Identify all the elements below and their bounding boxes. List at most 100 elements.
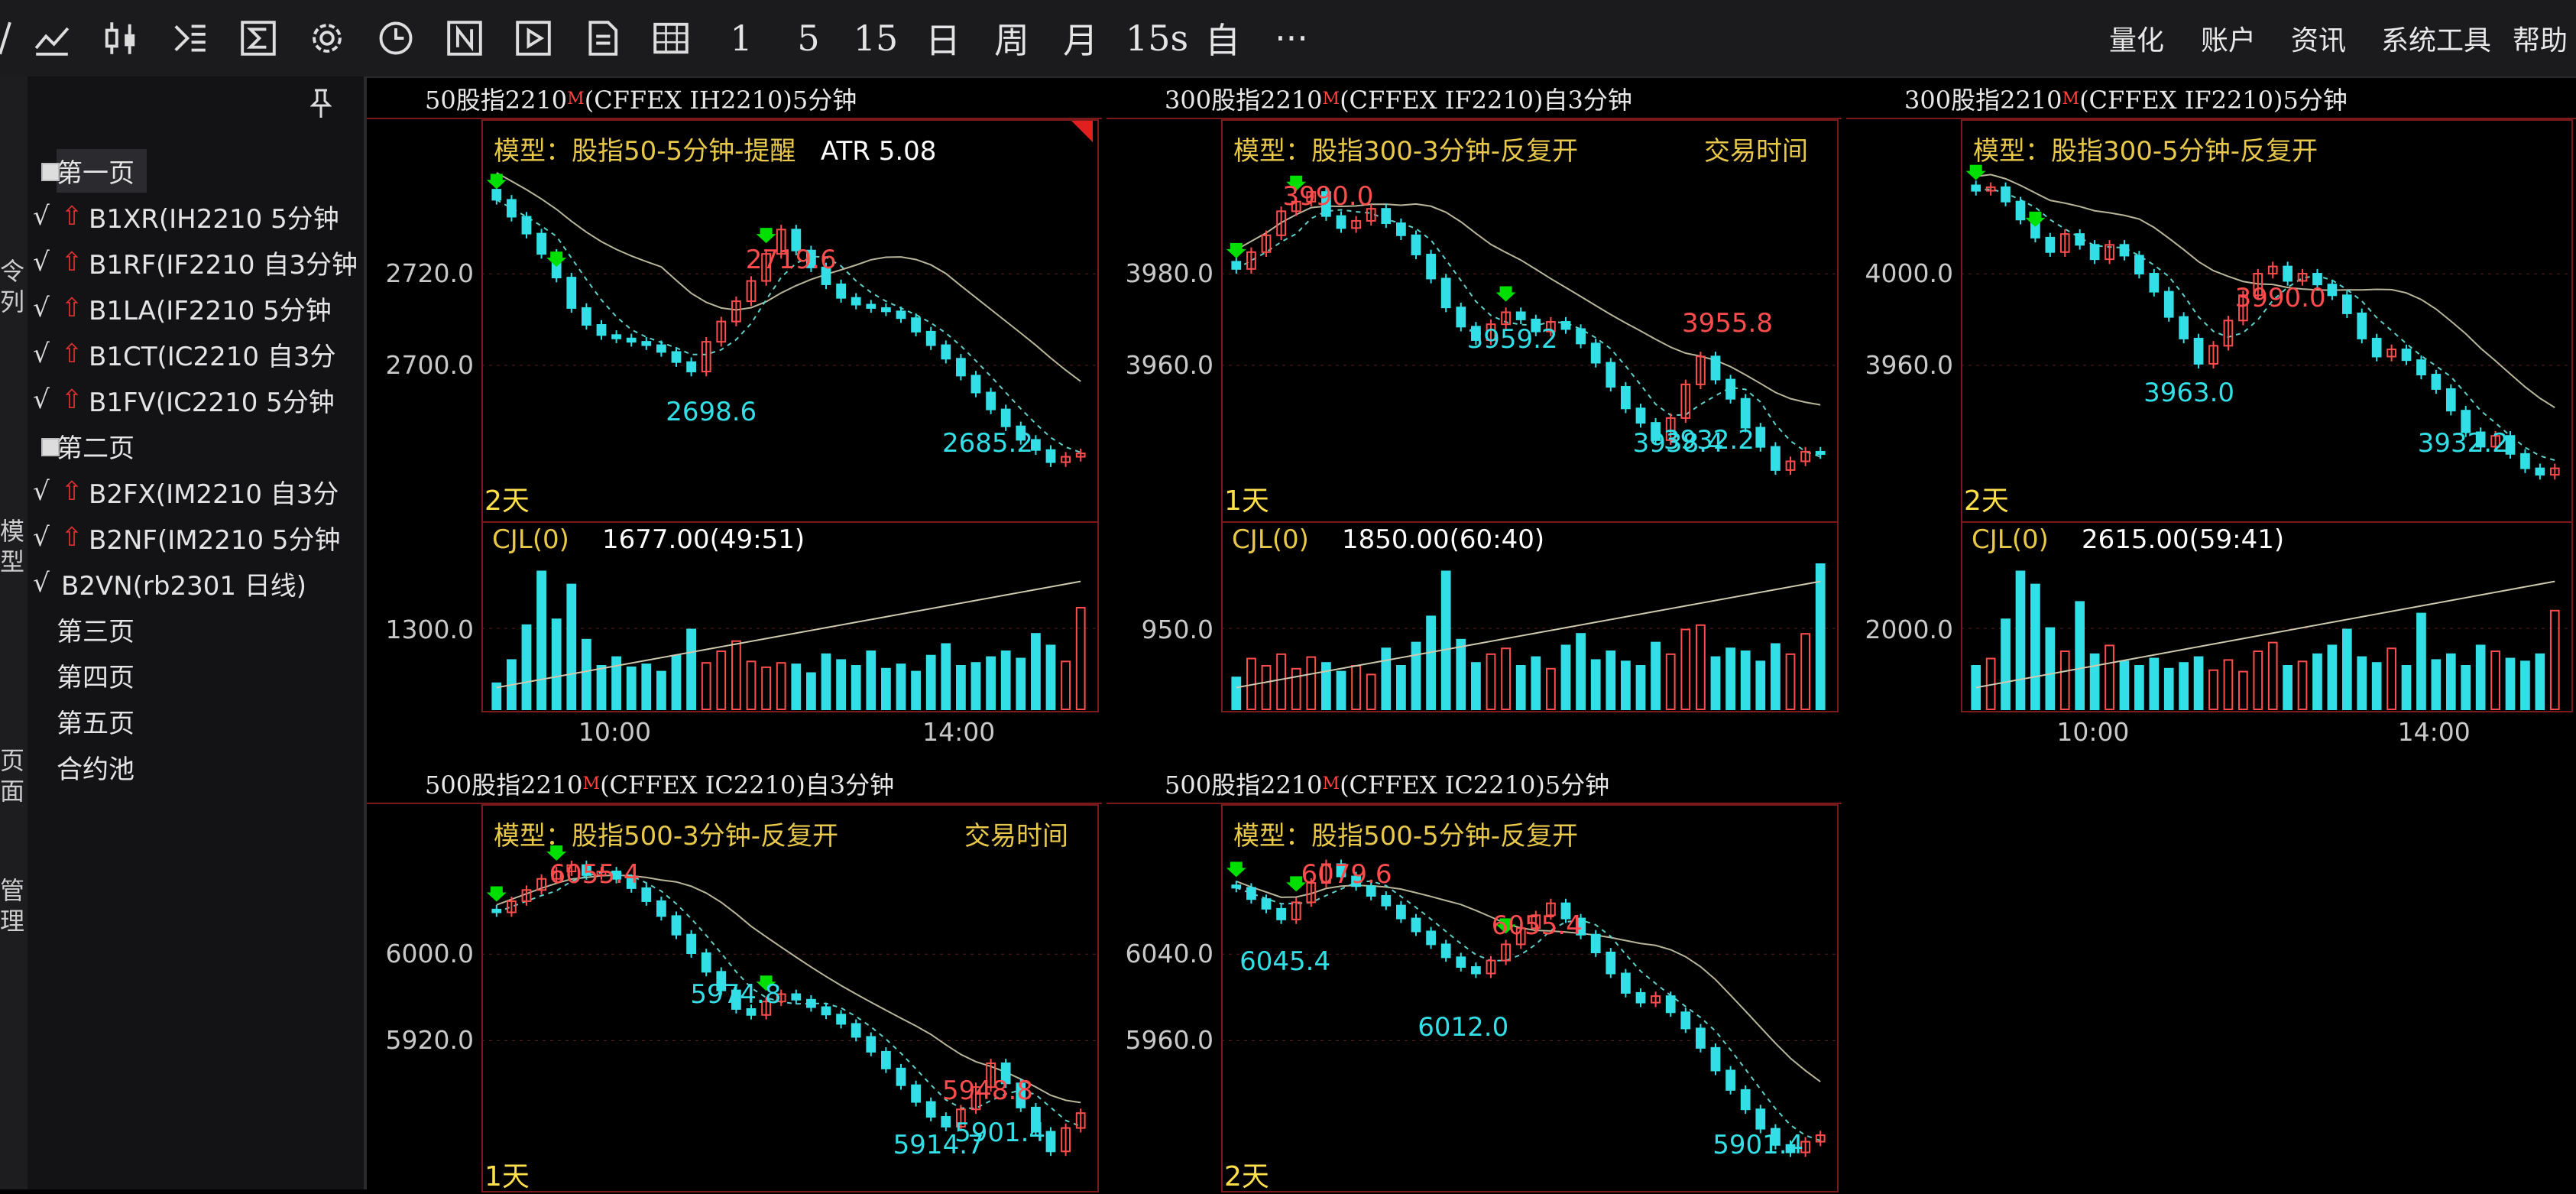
candle	[1546, 902, 1556, 917]
sidebar-contract-pool[interactable]: 合约池	[57, 754, 134, 785]
check-icon[interactable]: √	[33, 384, 50, 415]
candlestick-plot[interactable]	[1221, 119, 1836, 520]
candle	[2327, 284, 2338, 297]
check-icon[interactable]: √	[33, 476, 50, 507]
pin-icon[interactable]	[309, 89, 332, 126]
sidebar-item-b1ct[interactable]: √ ⇧ B1CT(IC2210 自3分	[28, 332, 364, 376]
sidebar-page-2[interactable]: 第二页	[28, 423, 364, 468]
chart-panel-ic-3min[interactable]: 500股指2210 M (CFFEX IC2210)自3分钟 模型：股指500-3分…	[367, 764, 1102, 1192]
candle	[896, 310, 906, 320]
menu-quant[interactable]: 量化	[2109, 25, 2165, 57]
chart-panel-if-5min[interactable]: 300股指2210 M (CFFEX IF2210)5分钟 模型：股指300-5分钟…	[1846, 79, 2576, 763]
buy-signal-arrow	[1965, 164, 1986, 180]
sidebar-item-b1fv[interactable]: √ ⇧ B1FV(IC2210 5分钟	[28, 378, 364, 422]
table-icon[interactable]	[640, 0, 702, 76]
volume-bar	[1665, 653, 1676, 710]
candle	[1381, 208, 1392, 225]
low-price-annotation: 6045.4	[1239, 946, 1331, 977]
candle	[1546, 321, 1556, 333]
volume-bar	[626, 666, 637, 710]
candlestick-plot[interactable]	[1221, 804, 1836, 1189]
menu-account[interactable]: 账户	[2201, 25, 2257, 57]
sidebar-item-b2fx[interactable]: √ ⇧ B2FX(IM2210 自3分	[28, 469, 364, 514]
candle	[1800, 1140, 1810, 1153]
check-icon[interactable]: √	[33, 522, 50, 553]
collapse-icon[interactable]	[41, 163, 60, 181]
volume-bar-plot[interactable]	[1961, 520, 2570, 711]
sidebar-item-b2nf[interactable]: √ ⇧ B2NF(IM2210 5分钟	[28, 515, 364, 560]
price-axis-label: 3960.0	[1865, 349, 1953, 380]
period-15s-button[interactable]: 15s	[1125, 18, 1189, 59]
volume-bar	[1501, 647, 1511, 710]
sigma-icon[interactable]	[228, 0, 289, 76]
strategy-icon[interactable]	[159, 0, 220, 76]
chart-panel-if-3min[interactable]: 300股指2210 M (CFFEX IF2210)自3分钟 模型：股指300-3分…	[1107, 79, 1842, 763]
volume-bar	[671, 654, 682, 710]
period-month-button[interactable]: 月	[1063, 20, 1098, 61]
sidebar-item-b1xr[interactable]: √ ⇧ B1XR(IH2210 5分钟	[28, 194, 364, 238]
volume-bar	[2193, 656, 2204, 711]
strip-char[interactable]: 面	[0, 777, 25, 806]
candlestick-plot[interactable]	[1961, 119, 2570, 520]
sidebar-page-4[interactable]: 第四页	[57, 662, 134, 693]
menu-help[interactable]: 帮助	[2513, 25, 2568, 57]
candle	[1045, 449, 1056, 463]
candle	[1621, 385, 1631, 410]
candlestick-icon[interactable]	[90, 0, 151, 76]
clock-icon[interactable]	[365, 0, 426, 76]
check-icon[interactable]: √	[33, 293, 50, 323]
more-button[interactable]: ···	[1275, 18, 1308, 59]
menu-system-tools[interactable]: 系统工具	[2381, 25, 2492, 57]
candle	[761, 1001, 771, 1016]
document-icon[interactable]	[572, 0, 633, 76]
strip-char[interactable]: 管	[0, 876, 25, 905]
alert-corner-icon	[1071, 121, 1093, 142]
sidebar-page-3[interactable]: 第三页	[57, 616, 134, 647]
candle	[1031, 439, 1041, 451]
period-week-button[interactable]: 周	[994, 20, 1029, 61]
strip-char[interactable]: 模	[0, 517, 25, 546]
volume-bar-plot[interactable]	[481, 520, 1096, 711]
strip-char[interactable]: 型	[0, 547, 25, 576]
strip-char[interactable]: 理	[0, 907, 25, 936]
gear-icon[interactable]	[296, 0, 358, 76]
volume-bar	[536, 570, 546, 710]
sidebar-item-b2vn[interactable]: √ B2VN(rb2301 日线)	[28, 561, 364, 605]
check-icon[interactable]: √	[33, 247, 50, 277]
candle	[1291, 901, 1301, 920]
candlestick-plot[interactable]	[481, 119, 1096, 520]
sidebar-item-b1la[interactable]: √ ⇧ B1LA(IF2210 5分钟	[28, 286, 364, 330]
strip-char[interactable]: 页	[0, 746, 25, 775]
cjl-indicator-value: 2615.00(59:41)	[2082, 524, 2285, 555]
partial-left-icon[interactable]	[0, 0, 31, 76]
check-icon[interactable]: √	[33, 568, 50, 599]
check-icon[interactable]: √	[33, 339, 50, 369]
chart-panel-ic-5min[interactable]: 500股指2210 M (CFFEX IC2210)5分钟 模型：股指500-5分钟…	[1107, 764, 1842, 1192]
volume-bar-plot[interactable]	[1221, 520, 1836, 711]
period-custom-button[interactable]: 自	[1205, 20, 1240, 61]
volume-bar	[1696, 624, 1706, 710]
candle	[1606, 362, 1616, 388]
candlestick-plot[interactable]	[481, 804, 1096, 1189]
candle	[1440, 277, 1451, 309]
ma-fast-line	[496, 199, 1081, 453]
sidebar-page-1[interactable]: 第一页	[28, 148, 364, 193]
candle	[1725, 1069, 1735, 1091]
period-5min-button[interactable]: 5	[797, 18, 820, 59]
volume-bar	[761, 666, 771, 710]
period-15min-button[interactable]: 15	[853, 18, 899, 59]
line-chart-icon[interactable]	[21, 0, 83, 76]
check-icon[interactable]: √	[33, 201, 50, 232]
n-box-icon[interactable]	[434, 0, 495, 76]
period-1min-button[interactable]: 1	[730, 18, 753, 59]
chart-panel-ih-5min[interactable]: 50股指2210 M (CFFEX IH2210)5分钟 模型：股指50-5分钟-提…	[367, 79, 1102, 763]
sidebar-item-b1rf[interactable]: √ ⇧ B1RF(IF2210 自3分钟	[28, 240, 364, 284]
play-icon[interactable]	[503, 0, 564, 76]
collapse-icon[interactable]	[41, 438, 60, 456]
period-day-button[interactable]: 日	[925, 20, 961, 61]
menu-news[interactable]: 资讯	[2291, 25, 2347, 57]
candle	[1276, 210, 1286, 236]
sidebar-page-5[interactable]: 第五页	[57, 708, 134, 739]
strip-char[interactable]: 列	[0, 287, 25, 316]
strip-char[interactable]: 令	[0, 257, 25, 286]
